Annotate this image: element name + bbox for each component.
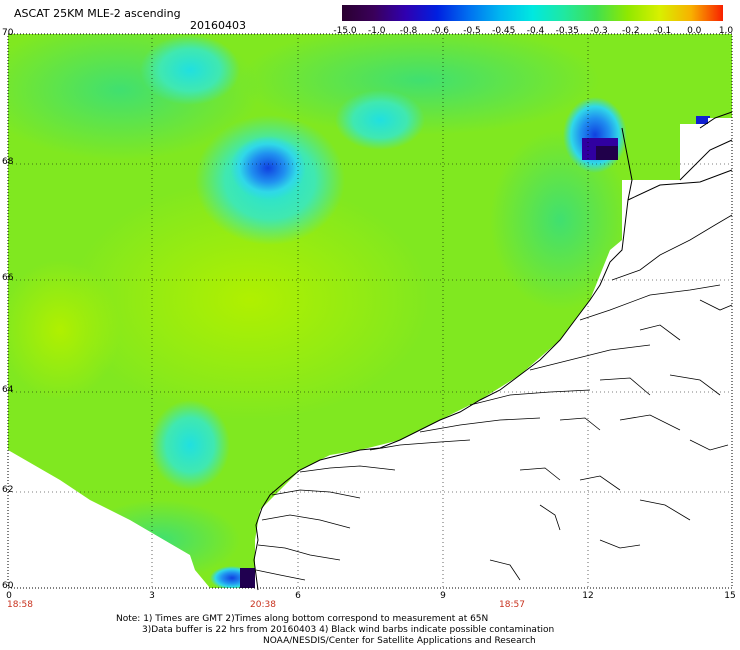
- colorbar-tick-label: -0.1: [653, 26, 672, 36]
- colorbar-tick-label: -0.3: [590, 26, 608, 36]
- colorbar: [342, 5, 723, 21]
- lat-label-66: 66: [2, 273, 14, 283]
- lon-label-15: 15: [724, 591, 736, 601]
- colorbar-tick-label: -0.5: [463, 26, 481, 36]
- lon-label-0: 0: [6, 591, 12, 601]
- colorbar-tick-label: -15.0: [333, 26, 357, 36]
- colorbar-tick-label: -0.45: [492, 26, 516, 36]
- note-line-2: 3)Data buffer is 22 hrs from 20160403 4)…: [142, 625, 555, 635]
- time-label-2: 20:38: [250, 600, 276, 610]
- lat-label-70: 70: [2, 28, 14, 38]
- lon-label-9: 9: [440, 591, 446, 601]
- lon-label-3: 3: [149, 591, 155, 601]
- map-date: 20160403: [190, 19, 246, 32]
- lon-label-6: 6: [295, 591, 301, 601]
- colorbar-tick-label: -0.35: [555, 26, 579, 36]
- lat-label-60: 60: [2, 581, 14, 591]
- time-label-3: 18:57: [499, 600, 525, 610]
- map-title: ASCAT 25KM MLE-2 ascending: [14, 7, 181, 20]
- time-label-1: 18:58: [7, 600, 33, 610]
- colorbar-labels: -15.0 -1.0 -0.8 -0.6 -0.5 -0.45 -0.4 -0.35 -0.3 -…: [333, 26, 735, 38]
- graticule: [8, 34, 732, 588]
- note-line-1: Note: 1) Times are GMT 2)Times along bot…: [116, 614, 489, 624]
- lat-label-68: 68: [2, 157, 14, 167]
- data-swath: [8, 34, 732, 588]
- lat-label-64: 64: [2, 385, 14, 395]
- colorbar-tick-label: 1.0: [718, 26, 734, 36]
- note-line-3: NOAA/NESDIS/Center for Satellite Applica…: [263, 636, 536, 646]
- coastline: [253, 111, 733, 591]
- colorbar-tick-label: -0.2: [621, 26, 640, 36]
- lon-label-12: 12: [582, 591, 594, 601]
- lat-label-62: 62: [2, 485, 14, 495]
- colorbar-gradient: [342, 5, 723, 21]
- fjords: [255, 214, 733, 581]
- colorbar-tick-label: -0.6: [431, 26, 450, 36]
- colorbar-tick-label: -1.0: [367, 26, 386, 36]
- colorbar-tick-label: -0.4: [526, 26, 545, 36]
- colorbar-tick-label: -0.8: [399, 26, 418, 36]
- colorbar-tick-label: 0.0: [687, 26, 702, 36]
